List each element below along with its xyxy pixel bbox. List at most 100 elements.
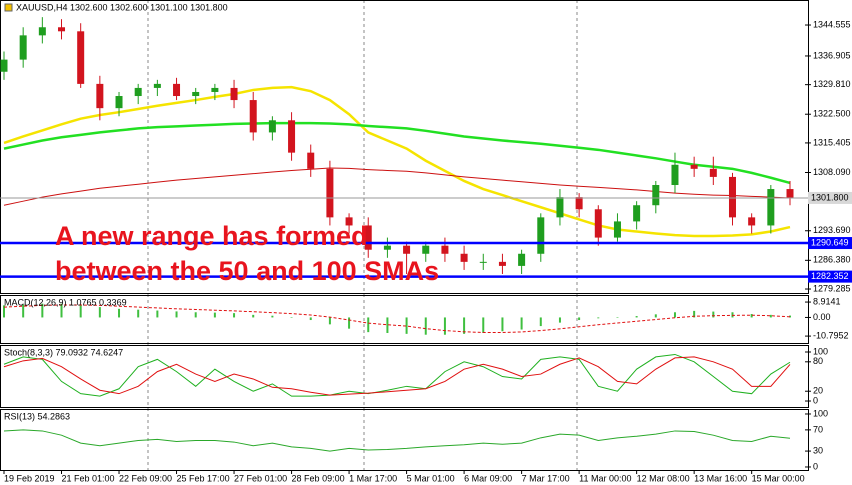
y-tick-label: 0 xyxy=(813,461,818,471)
macd-bar xyxy=(233,313,236,318)
candle-body xyxy=(19,35,27,60)
macd-bar xyxy=(194,312,197,318)
y-tick-label: 1279.285 xyxy=(813,283,851,293)
x-tick-label: 22 Feb 09:00 xyxy=(119,473,172,483)
range-label-box xyxy=(808,237,852,250)
macd-bar xyxy=(578,317,581,321)
macd-bar xyxy=(712,311,715,318)
macd-bar xyxy=(443,317,446,335)
macd-bar xyxy=(309,317,312,321)
panel-title: XAUUSD,H4 1302.600 1302.600 1301.100 130… xyxy=(16,2,228,12)
macd-bar xyxy=(769,314,772,318)
y-tick-label: 80 xyxy=(813,356,823,366)
candle-body xyxy=(786,189,794,198)
candle-body xyxy=(326,168,334,218)
x-tick-label: 25 Feb 17:00 xyxy=(177,473,230,483)
macd-bar xyxy=(731,312,734,318)
candle-body xyxy=(211,87,219,92)
panel-title: Stoch(8,3,3) 79.0932 74.6247 xyxy=(4,347,123,357)
x-tick-label: 7 Mar 17:00 xyxy=(522,473,570,483)
x-tick-label: 27 Feb 01:00 xyxy=(234,473,287,483)
panel-title: MACD(12,26,9) 1.0765 0.3369 xyxy=(4,297,127,307)
macd-bar xyxy=(271,315,274,318)
candle-body xyxy=(460,253,468,262)
y-tick-label: 0 xyxy=(813,395,818,405)
candle-body xyxy=(288,120,296,153)
macd-bar xyxy=(482,317,485,333)
candle-body xyxy=(345,217,353,226)
x-tick-label: 13 Mar 16:00 xyxy=(694,473,747,483)
last-price-label: 1301.800 xyxy=(811,192,849,202)
candle-body xyxy=(728,176,736,218)
candle-body xyxy=(77,31,85,84)
x-tick-label: 21 Feb 01:00 xyxy=(62,473,115,483)
x-tick-label: 28 Feb 09:00 xyxy=(292,473,345,483)
macd-bar xyxy=(60,303,63,318)
macd-bar xyxy=(635,316,638,318)
macd-bar xyxy=(290,317,293,318)
candle-body xyxy=(403,245,411,254)
macd-bar xyxy=(386,317,389,333)
candle-body xyxy=(575,197,583,210)
candle-body xyxy=(96,83,104,109)
candle-body xyxy=(422,245,430,254)
macd-bar xyxy=(118,308,121,318)
y-tick-label: 1308.090 xyxy=(813,167,851,177)
x-tick-label: 12 Mar 08:00 xyxy=(637,473,690,483)
y-tick-label: 1329.810 xyxy=(813,79,851,89)
y-tick-label: 30 xyxy=(813,445,823,455)
macd-bar xyxy=(156,310,159,318)
macd-bar xyxy=(520,317,523,330)
y-tick-label: 8.9141 xyxy=(813,296,841,306)
candle-body xyxy=(498,261,506,266)
macd-bar xyxy=(424,317,427,335)
macd-bar xyxy=(367,317,370,333)
indicator-line xyxy=(3,304,791,333)
macd-bar xyxy=(137,309,140,318)
candle-body xyxy=(249,100,257,133)
macd-bar xyxy=(98,307,101,318)
candle-body xyxy=(709,168,717,177)
macd-bar xyxy=(693,310,696,318)
x-tick-label: 11 Mar 00:00 xyxy=(579,473,631,483)
candle-body xyxy=(556,197,564,218)
annotation: between the 50 and 100 SMAs xyxy=(55,256,439,286)
y-tick-label: 100 xyxy=(813,408,828,418)
candle-body xyxy=(364,225,372,250)
macd-bar xyxy=(673,312,676,318)
indicator-line xyxy=(3,85,791,238)
macd-bar xyxy=(405,317,408,334)
macd-bar xyxy=(558,317,561,323)
x-tick-label: 1 Mar 17:00 xyxy=(349,473,397,483)
macd-bar xyxy=(252,314,255,318)
candle-body xyxy=(613,221,621,238)
y-tick-label: 1315.405 xyxy=(813,137,851,147)
macd-bar xyxy=(3,305,5,318)
candle-body xyxy=(383,245,391,250)
macd-bar xyxy=(597,317,600,319)
candle-body xyxy=(652,185,660,206)
macd-bar xyxy=(654,314,657,318)
y-tick-label: 1336.905 xyxy=(813,50,851,60)
period-separators xyxy=(147,0,578,470)
candle-body xyxy=(479,261,487,263)
panel-frame xyxy=(0,295,809,344)
macd-bar xyxy=(789,315,791,318)
annotation: A new range has formed xyxy=(55,221,368,251)
candle-body xyxy=(537,217,545,254)
range-label: 1282.352 xyxy=(811,271,849,281)
candle-body xyxy=(153,83,161,88)
macd-bar xyxy=(750,313,753,318)
indicator-line xyxy=(3,429,791,452)
x-tick-label: 6 Mar 09:00 xyxy=(464,473,512,483)
macd-bar xyxy=(501,317,504,332)
candle-body xyxy=(518,253,526,266)
candle-body xyxy=(441,245,449,254)
candle-body xyxy=(268,120,276,133)
macd-bar xyxy=(213,312,216,318)
range-label: 1290.649 xyxy=(811,237,849,247)
x-tick-label: 15 Mar 00:00 xyxy=(752,473,805,483)
y-tick-label: 0.00 xyxy=(813,312,831,322)
candle-body xyxy=(173,83,181,97)
